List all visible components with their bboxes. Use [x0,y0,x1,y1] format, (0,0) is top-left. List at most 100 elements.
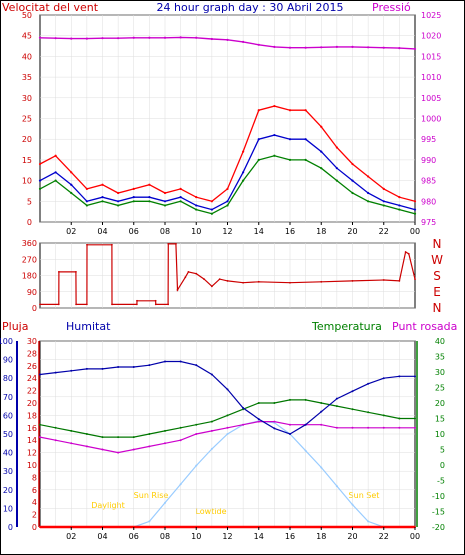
humitat-point [132,366,135,369]
temperature-y-tick-label: 5 [440,446,445,455]
humidity-y-tick-label: 80 [3,374,13,383]
wind-gust-point [179,187,182,190]
wind-average-point [148,196,151,199]
temperature-y-tick-label: 0 [440,461,445,470]
punt-rosada-point [54,439,57,442]
wind-direction-point [110,243,113,246]
wind-average-point [117,200,120,203]
wind-average-point [210,208,213,211]
chart-marks: 0510152025303540455097598098599099510001… [0,11,445,541]
punt-rosada-point [70,442,73,445]
wind-gust-point [382,187,385,190]
temp-x-tick-label: 00 [410,532,420,541]
punt-rosada-point [39,436,41,439]
wind-direction-point [187,270,190,273]
wind-gust-point [163,191,167,195]
wind-speed-point [382,204,385,207]
pressure-point [320,46,323,49]
wind-direction-point [176,289,179,291]
dew-point-label: Punt rosada [392,320,457,333]
humitat-point [335,397,338,400]
wind-y-tick-label: 20 [22,135,32,144]
wind-average-point [351,179,354,182]
rain-y-tick-label: 6 [32,486,37,495]
wind-average-point [367,191,370,195]
temperatura-point [382,414,385,417]
pressure-point [351,45,354,48]
humidity-y-tick-label: 60 [3,411,13,420]
wind-y-tick-label: 25 [22,115,32,124]
wind-x-tick-label: 06 [129,227,139,236]
solar-point [179,483,182,486]
compass-label-4: E [433,285,441,299]
pressure-point [132,36,135,39]
wind-direction-point [195,272,198,275]
direction-y-tick-label: 180 [22,272,37,281]
wind-y-tick-label: 50 [22,11,32,20]
wind-direction-point [75,303,77,306]
daylight-label: Daylight [91,501,125,510]
wind-speed-point [132,200,135,203]
humidity-label: Humitat [66,320,111,333]
wind-gust-point [85,187,88,190]
humitat-point [273,427,276,430]
pressure-point [413,47,417,51]
humitat-point [226,388,229,391]
temp-x-tick-label: 14 [254,532,264,541]
wind-direction-point [86,243,88,246]
temp-x-tick-label: 18 [316,532,326,541]
temperatura-point [70,429,73,432]
humidity-y-tick-label: 90 [3,356,13,365]
humidity-y-tick-label: 20 [3,486,13,495]
temperatura-point [398,417,401,420]
wind-x-tick-label: 22 [379,227,389,236]
humitat-point [351,390,354,393]
pressure-point [288,46,292,49]
compass-label-1: N [433,237,442,251]
wind-average-point [132,196,135,199]
sunset-label: Sun Set [349,491,380,500]
wind-gust-point [398,196,401,199]
punt-rosada-point [195,433,198,435]
punt-rosada-point [226,426,229,429]
punt-rosada-point [132,448,135,451]
wind-y-tick-label: 45 [22,32,32,41]
wind-x-tick-label: 18 [316,227,326,236]
wind-average-point [413,208,417,211]
temperatura-point [273,402,276,404]
solar-point [148,520,151,523]
temperatura-point [54,426,57,429]
temperatura-point [257,402,260,404]
pluja-point [398,526,401,528]
wind-x-tick-label: 20 [347,227,357,236]
wind-average-point [320,150,323,153]
punt-rosada-point [179,439,182,442]
punt-rosada-point [85,445,88,448]
pluja-point [273,526,276,528]
wind-direction-line [40,243,416,305]
wind-gust-point [38,162,42,166]
rain-y-tick-label: 28 [27,349,37,358]
wind-speed-point [335,179,338,182]
pressure-y-tick-label: 975 [421,218,436,227]
wind-speed-point [257,158,260,161]
pluja-point [148,526,151,528]
wind-direction-point [414,278,416,281]
punt-rosada-point [398,426,401,429]
pressure-point [195,36,198,39]
compass-label-3: S [433,269,441,283]
wind-average-point [398,204,401,207]
punt-rosada-point [382,426,385,429]
punt-rosada-point [367,426,370,429]
pressure-y-tick-label: 1000 [421,115,441,124]
wind-speed-point [101,200,104,203]
wind-direction-point [382,279,385,281]
wind-speed-point [70,191,73,195]
temperature-y-tick-label: -15 [432,508,445,517]
humidity-y-tick-label: 100 [0,337,13,346]
wind-direction-point [175,243,177,245]
pluja-point [242,526,245,528]
temperatura-point [117,436,120,439]
temp-x-tick-label: 16 [285,532,295,541]
